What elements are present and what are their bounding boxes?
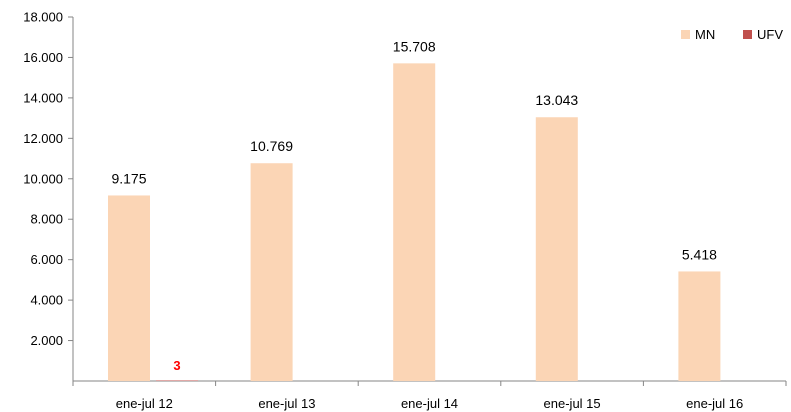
y-tick-label: 8.000 bbox=[30, 212, 63, 227]
bar-mn bbox=[393, 63, 436, 381]
legend-ufv-swatch bbox=[743, 30, 752, 39]
y-tick-label: 10.000 bbox=[23, 171, 63, 186]
data-label-mn: 15.708 bbox=[393, 38, 436, 54]
x-tick-label: ene-jul 14 bbox=[401, 396, 458, 411]
y-tick-label: 16.000 bbox=[23, 50, 63, 65]
bar-ufv bbox=[156, 380, 198, 381]
y-tick-label: 12.000 bbox=[23, 131, 63, 146]
y-tick-label: 4.000 bbox=[30, 293, 63, 308]
y-tick-label: 14.000 bbox=[23, 90, 63, 105]
data-label-mn: 9.175 bbox=[111, 170, 146, 186]
data-label-mn: 10.769 bbox=[250, 138, 293, 154]
bars bbox=[108, 63, 721, 382]
legend-mn-label: MN bbox=[695, 27, 715, 42]
bar-mn bbox=[108, 195, 150, 381]
y-tick-label: 18.000 bbox=[23, 10, 63, 25]
data-label-mn: 5.418 bbox=[682, 246, 717, 262]
legend: MN UFV bbox=[681, 27, 783, 42]
data-label-mn: 13.043 bbox=[535, 92, 578, 108]
bar-mn bbox=[250, 163, 293, 381]
bar-mn bbox=[678, 271, 721, 381]
bar-mn bbox=[535, 117, 578, 382]
legend-ufv-label: UFV bbox=[757, 27, 783, 42]
legend-mn-swatch bbox=[681, 30, 690, 39]
y-axis: 2.000 4.000 6.000 8.000 10.000 12.000 14.000 16… bbox=[23, 10, 74, 381]
data-label-ufv: 3 bbox=[173, 358, 180, 373]
x-tick-label: ene-jul 16 bbox=[686, 396, 743, 411]
y-tick-label: 2.000 bbox=[30, 333, 63, 348]
x-tick-label: ene-jul 13 bbox=[258, 396, 315, 411]
x-tick-label: ene-jul 15 bbox=[544, 396, 601, 411]
data-labels: 9.175 10.769 15.708 13.043 5.418 3 bbox=[111, 38, 717, 373]
x-tick-label: ene-jul 12 bbox=[116, 396, 173, 411]
x-axis: ene-jul 12 ene-jul 13 ene-jul 14 ene-jul 15… bbox=[72, 380, 787, 411]
y-tick-label: 6.000 bbox=[30, 252, 63, 267]
